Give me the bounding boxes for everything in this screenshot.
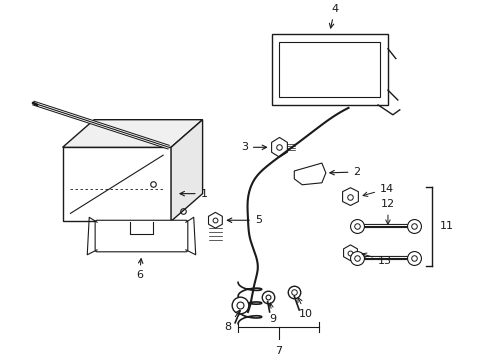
Polygon shape (208, 212, 222, 228)
Text: 9: 9 (268, 303, 276, 324)
Text: 2: 2 (329, 167, 360, 177)
Text: 5: 5 (227, 215, 261, 225)
Polygon shape (294, 163, 325, 185)
Text: 10: 10 (297, 298, 312, 319)
Text: 11: 11 (439, 221, 453, 231)
Text: 6: 6 (136, 259, 142, 280)
Text: 3: 3 (241, 142, 266, 152)
Text: 1: 1 (180, 189, 207, 199)
Text: 13: 13 (361, 253, 391, 266)
Polygon shape (171, 120, 202, 221)
Polygon shape (62, 120, 202, 147)
Polygon shape (271, 138, 287, 157)
Text: 7: 7 (274, 346, 282, 356)
Polygon shape (342, 188, 358, 206)
Text: 12: 12 (380, 199, 394, 224)
Text: 14: 14 (362, 184, 393, 197)
Polygon shape (343, 245, 357, 261)
Text: 4: 4 (329, 4, 338, 28)
Polygon shape (271, 34, 387, 105)
FancyBboxPatch shape (95, 220, 187, 252)
Polygon shape (62, 147, 171, 221)
Text: 8: 8 (224, 310, 239, 332)
